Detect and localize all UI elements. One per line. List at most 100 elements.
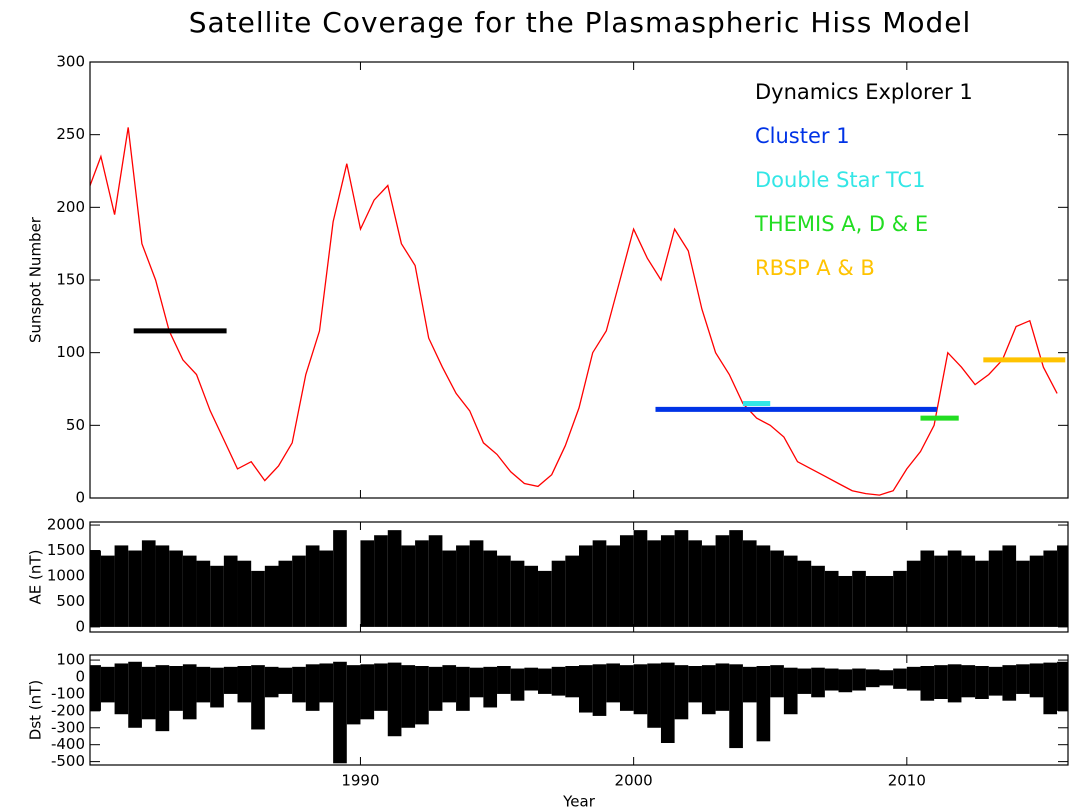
dst-range (497, 666, 511, 694)
ae-bar (770, 550, 784, 627)
dst-range (715, 663, 730, 711)
dst-range (155, 665, 170, 732)
ae-bar (1043, 550, 1058, 627)
ae-bar (647, 540, 661, 627)
ae-bar (619, 535, 634, 627)
dst-range (783, 667, 798, 715)
ae-bar (660, 535, 675, 627)
dst-range (483, 666, 498, 708)
y-tick-label: 0 (75, 668, 85, 686)
ae-bar (783, 555, 798, 627)
ae-bar (401, 545, 416, 627)
y-tick-label: 200 (56, 198, 85, 216)
ae-bar (538, 570, 552, 627)
dst-range (565, 666, 579, 698)
legend-entry: THEMIS A, D & E (754, 212, 928, 236)
dst-range (893, 668, 907, 689)
y-tick-label: 100 (56, 343, 85, 361)
dst-range (1002, 665, 1017, 701)
panel-frame (89, 61, 1069, 499)
ae-bar (715, 535, 730, 627)
ae-bar (510, 560, 525, 627)
dst-range (920, 666, 935, 701)
dst-range (619, 665, 634, 711)
dst-range (401, 665, 416, 728)
ae-bar (387, 530, 402, 627)
ae-bar (906, 560, 921, 627)
dst-range (538, 668, 552, 694)
y-tick-label: 150 (56, 271, 85, 289)
dst-range (196, 666, 211, 703)
dst-range (660, 662, 675, 743)
ae-bar (524, 565, 539, 627)
ae-bar (838, 575, 853, 627)
x-axis-label: Year (562, 793, 596, 811)
y-axis-label: AE (nT) (27, 550, 45, 605)
ae-bar (606, 545, 620, 627)
dst-range (988, 666, 1003, 696)
dst-range (292, 666, 306, 703)
ae-bar (797, 560, 812, 627)
ae-bar (319, 550, 334, 627)
ae-bar (182, 555, 197, 627)
ae-bar (456, 545, 470, 627)
ae-bar (210, 565, 224, 627)
ae-bar (114, 545, 129, 627)
dst-range (579, 665, 593, 713)
ae-bar (497, 555, 511, 627)
ae-bar (1029, 555, 1044, 627)
dst-range (1016, 664, 1030, 694)
y-tick-label: -500 (51, 752, 85, 770)
ae-bar (961, 555, 976, 627)
ae-bar (551, 560, 566, 627)
ae-bar (415, 540, 429, 627)
ae-bar (428, 535, 443, 627)
legend-entry: Dynamics Explorer 1 (755, 80, 973, 104)
dst-range (374, 663, 388, 711)
ae-bar (469, 540, 484, 627)
ae-bar (374, 535, 388, 627)
dst-range (824, 668, 839, 691)
dst-range (387, 662, 402, 737)
y-tick-label: 1000 (47, 566, 85, 584)
ae-bar (155, 545, 170, 627)
ae-bar (1002, 545, 1017, 627)
ae-bar (305, 545, 320, 627)
dst-range (811, 667, 825, 698)
y-tick-label: -100 (51, 684, 85, 702)
ae-bar (579, 545, 593, 627)
dst-range (674, 665, 689, 720)
dst-range (141, 666, 156, 720)
dst-range (947, 664, 962, 703)
ae-bar (1016, 560, 1030, 627)
ae-bar (934, 555, 948, 627)
dst-range (1029, 663, 1044, 698)
dst-range (838, 669, 853, 693)
ae-bar (811, 565, 825, 627)
dst-range (633, 664, 648, 715)
ae-bar (237, 560, 252, 627)
dst-range (729, 664, 743, 749)
ae-bar (141, 540, 156, 627)
y-axis-label: Sunspot Number (27, 216, 45, 343)
dst-range (865, 669, 880, 688)
y-tick-label: 50 (66, 416, 85, 434)
y-tick-label: -300 (51, 718, 85, 736)
dst-range (606, 663, 620, 703)
dst-range (961, 665, 976, 698)
dst-range (592, 664, 607, 716)
ae-bar (852, 570, 866, 627)
ae-bar (292, 555, 306, 627)
ae-bar (196, 560, 211, 627)
ae-bar (988, 550, 1003, 627)
dst-range (770, 665, 784, 698)
ae-bar (893, 570, 907, 627)
ae-bar (264, 565, 279, 627)
y-tick-label: 1500 (47, 541, 85, 559)
x-tick-label: 2000 (615, 772, 653, 790)
y-tick-label: -200 (51, 701, 85, 719)
dst-range (1043, 662, 1058, 715)
dst-range (210, 667, 224, 708)
ae-bar (824, 570, 839, 627)
dst-range (360, 664, 375, 720)
